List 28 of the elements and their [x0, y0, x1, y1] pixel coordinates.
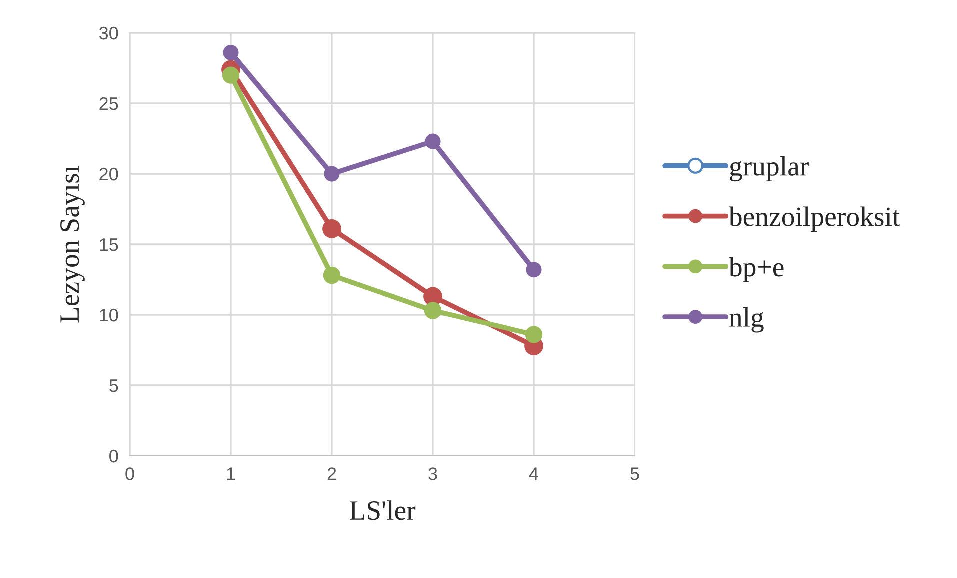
legend-label: gruplar — [730, 156, 809, 182]
y-tick-label: 5 — [110, 380, 118, 392]
x-tick-label: 4 — [529, 468, 538, 480]
legend-label: nlg — [730, 308, 764, 333]
y-tick-label: 25 — [100, 97, 118, 110]
x-tick-label: 3 — [428, 468, 438, 480]
point — [424, 302, 442, 320]
legend-label: benzoilperoksit — [728, 206, 900, 232]
point — [525, 326, 543, 344]
y-tick-label: 10 — [100, 308, 118, 322]
point — [223, 44, 239, 61]
y-tick-label: 0 — [110, 450, 118, 463]
point — [222, 66, 240, 84]
point — [526, 262, 542, 278]
x-tick-label: 5 — [630, 468, 640, 480]
x-tick-label: 1 — [227, 468, 236, 480]
x-axis-title: LS'ler — [350, 500, 416, 520]
point — [425, 134, 441, 150]
x-tick-label: 0 — [126, 468, 134, 480]
y-tick-label: 20 — [100, 168, 118, 181]
x-tick-label: 2 — [328, 468, 336, 480]
point — [323, 266, 341, 284]
y-tick-label: 30 — [99, 26, 118, 40]
point — [322, 220, 342, 238]
y-axis-title: Lezyon Sayısı — [60, 166, 85, 323]
y-tick-label: 15 — [100, 238, 118, 252]
point — [324, 166, 340, 182]
legend-label: bp+e — [728, 257, 784, 282]
